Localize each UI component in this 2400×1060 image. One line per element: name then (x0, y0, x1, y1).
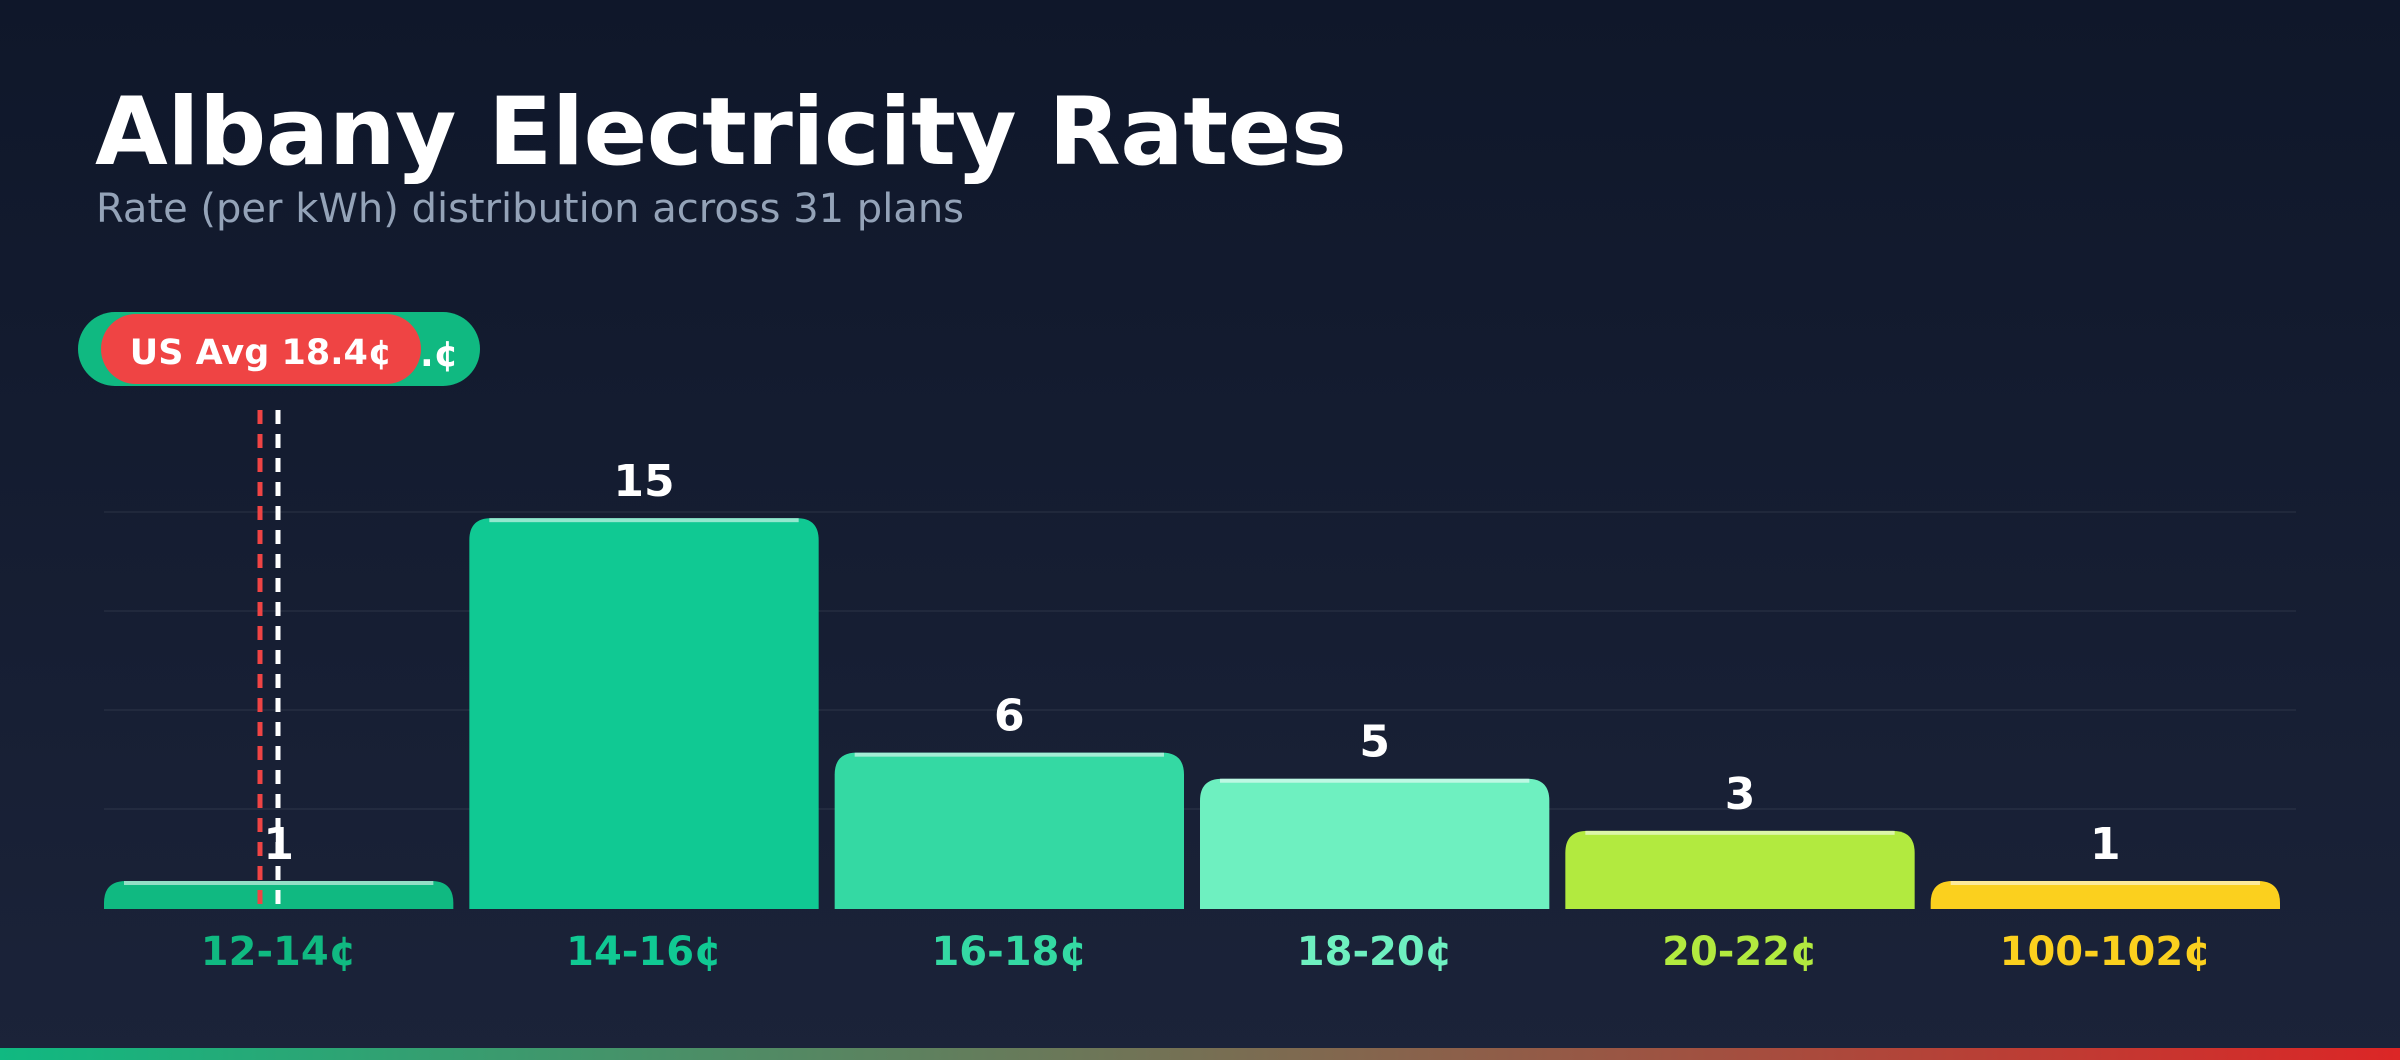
bar-highlight (1950, 881, 2260, 885)
bar-value-label: 3 (1725, 769, 1756, 820)
reference-badges: .¢ US Avg 18.4¢ (78, 312, 480, 386)
bar-highlight (1585, 830, 1895, 835)
bottom-gradient-bar (0, 1048, 2400, 1060)
bar-value-label: 5 (1359, 717, 1390, 768)
chart-subtitle: Rate (per kWh) distribution across 31 pl… (96, 186, 965, 232)
x-tick-label: 12-14¢ (201, 929, 357, 975)
chart-title: Albany Electricity Rates (95, 78, 1347, 187)
bar-value-label: 1 (2090, 819, 2121, 870)
us-avg-badge (101, 314, 421, 384)
bar (469, 518, 819, 909)
bars: 112-14¢1514-16¢616-18¢518-20¢320-22¢1100… (104, 456, 2280, 975)
x-tick-label: 100-102¢ (2000, 929, 2211, 975)
x-tick-label: 20-22¢ (1662, 929, 1818, 975)
bar (1200, 778, 1550, 909)
bar-highlight (1220, 778, 1530, 783)
grid-lines (104, 511, 2296, 810)
bar-highlight (854, 752, 1164, 757)
bar (1565, 830, 1915, 909)
bar (834, 752, 1184, 909)
x-tick-label: 16-18¢ (931, 929, 1087, 975)
x-tick-label: 18-20¢ (1297, 929, 1453, 975)
bar-highlight (489, 518, 799, 523)
bar-value-label: 15 (613, 456, 674, 507)
albany-avg-badge-label: .¢ (420, 334, 459, 375)
bar-value-label: 6 (994, 691, 1025, 742)
us-avg-badge-label: US Avg 18.4¢ (130, 333, 392, 373)
bar-highlight (124, 881, 434, 885)
bar (1930, 881, 2280, 909)
x-tick-label: 14-16¢ (566, 929, 722, 975)
reference-lines (257, 410, 281, 909)
